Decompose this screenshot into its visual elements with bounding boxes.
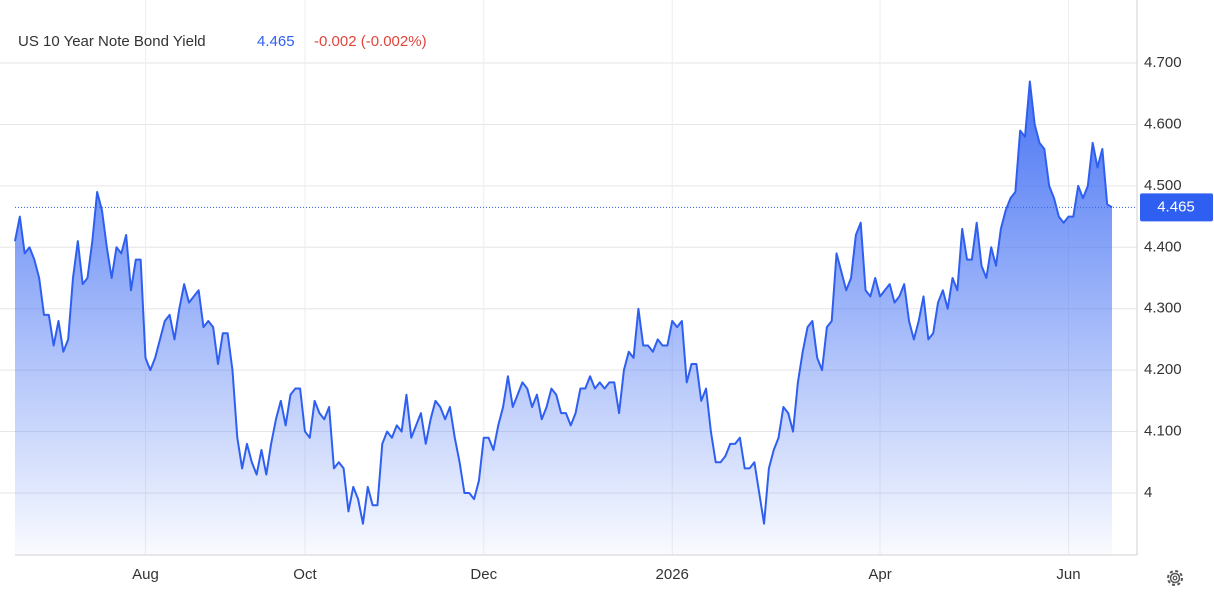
y-tick-label: 4: [1144, 484, 1152, 501]
y-tick-label: 4.100: [1144, 423, 1182, 440]
y-tick-label: 4.400: [1144, 238, 1182, 255]
y-tick-label: 4.300: [1144, 300, 1182, 317]
area: [15, 81, 1112, 555]
last-value: 4.465: [257, 33, 295, 50]
y-tick-label: 4.500: [1144, 177, 1182, 194]
x-tick-label: 2026: [656, 566, 689, 583]
y-tick-label: 4.700: [1144, 54, 1182, 71]
line: [14, 80, 1113, 525]
x-tick-label: Dec: [470, 566, 497, 583]
settings-icon[interactable]: [1167, 570, 1183, 586]
y-tick-label: 4.600: [1144, 115, 1182, 132]
x-tick-label: Aug: [132, 566, 159, 583]
x-tick-label: Apr: [868, 566, 891, 583]
last-value-label: 4.465: [1157, 198, 1195, 215]
last-value-box: [1140, 193, 1213, 222]
chart-title: US 10 Year Note Bond Yield: [18, 33, 206, 50]
x-tick-label: Jun: [1056, 566, 1080, 583]
plot: 4 4.100 4.200 4.300 4.400 4.500 4.600 4.700 Aug O…: [0, 0, 1213, 583]
x-tick-label: Oct: [293, 566, 317, 583]
change: -0.002 (-0.002%): [314, 33, 427, 50]
y-tick-label: 4.200: [1144, 361, 1182, 378]
